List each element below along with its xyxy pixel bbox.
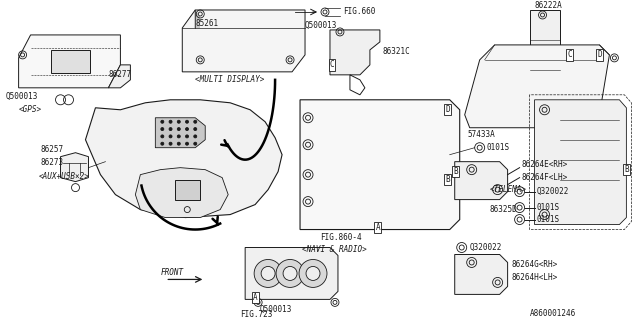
Polygon shape	[455, 162, 508, 200]
Text: <GPS>: <GPS>	[19, 105, 42, 114]
Circle shape	[194, 128, 196, 131]
Polygon shape	[136, 168, 228, 218]
Text: 0101S: 0101S	[486, 143, 510, 152]
Circle shape	[177, 120, 180, 123]
Circle shape	[283, 267, 297, 280]
Text: 86325D: 86325D	[490, 205, 517, 214]
Text: A: A	[253, 293, 257, 302]
Text: A860001246: A860001246	[529, 309, 576, 318]
Text: 0101S: 0101S	[536, 215, 560, 224]
Circle shape	[161, 142, 164, 145]
Text: C: C	[567, 50, 572, 60]
Polygon shape	[529, 10, 559, 90]
Circle shape	[169, 120, 172, 123]
Text: C: C	[330, 60, 334, 69]
Polygon shape	[330, 30, 380, 75]
Text: Q500013: Q500013	[305, 21, 337, 30]
Text: Q500013: Q500013	[6, 92, 38, 101]
Text: <MULTI DISPLAY>: <MULTI DISPLAY>	[195, 75, 264, 84]
Polygon shape	[86, 100, 282, 218]
Circle shape	[169, 142, 172, 145]
Text: 86257: 86257	[40, 145, 64, 154]
Polygon shape	[465, 45, 609, 128]
Text: <AUX+USB×2>: <AUX+USB×2>	[38, 172, 90, 181]
Circle shape	[186, 142, 189, 145]
Circle shape	[261, 267, 275, 280]
Text: 86321C: 86321C	[383, 47, 411, 56]
Circle shape	[161, 135, 164, 138]
Polygon shape	[156, 118, 205, 148]
Polygon shape	[108, 65, 131, 88]
Circle shape	[177, 142, 180, 145]
Circle shape	[169, 128, 172, 131]
Polygon shape	[175, 180, 200, 200]
Circle shape	[194, 142, 196, 145]
Polygon shape	[61, 153, 88, 182]
Circle shape	[186, 120, 189, 123]
Text: FIG.723: FIG.723	[240, 310, 273, 319]
Circle shape	[194, 135, 196, 138]
Text: D: D	[445, 105, 450, 114]
Text: A: A	[376, 223, 380, 232]
Circle shape	[299, 260, 327, 287]
Circle shape	[254, 260, 282, 287]
Polygon shape	[534, 100, 627, 225]
Text: 86277: 86277	[108, 70, 132, 79]
Text: 86264G<RH>: 86264G<RH>	[511, 260, 558, 269]
Text: Q500013: Q500013	[260, 305, 292, 314]
Circle shape	[177, 128, 180, 131]
Circle shape	[161, 120, 164, 123]
Text: D: D	[597, 50, 602, 60]
Text: 0101S: 0101S	[536, 203, 560, 212]
Text: 86264H<LH>: 86264H<LH>	[511, 273, 558, 282]
Text: <TELEMA>: <TELEMA>	[490, 185, 527, 194]
Polygon shape	[455, 254, 508, 294]
Text: FIG.860-4: FIG.860-4	[320, 233, 362, 242]
Circle shape	[194, 120, 196, 123]
Text: B: B	[445, 175, 450, 184]
Text: <NAVI & RADIO>: <NAVI & RADIO>	[302, 245, 367, 254]
Circle shape	[276, 260, 304, 287]
Text: B: B	[453, 167, 458, 176]
Polygon shape	[19, 35, 120, 88]
Polygon shape	[51, 50, 90, 73]
Text: FRONT: FRONT	[161, 268, 184, 277]
Polygon shape	[182, 10, 305, 72]
Polygon shape	[245, 247, 338, 300]
Text: 86273: 86273	[40, 158, 64, 167]
Circle shape	[169, 135, 172, 138]
Text: Q320022: Q320022	[536, 187, 569, 196]
Text: 85261: 85261	[195, 20, 218, 28]
Text: Q320022: Q320022	[470, 243, 502, 252]
Text: 86222A: 86222A	[534, 2, 563, 11]
Text: FIG.660: FIG.660	[343, 7, 375, 16]
Circle shape	[306, 267, 320, 280]
Text: 86264F<LH>: 86264F<LH>	[522, 173, 568, 182]
Circle shape	[177, 135, 180, 138]
Text: 86264E<RH>: 86264E<RH>	[522, 160, 568, 169]
Text: 57433A: 57433A	[468, 130, 495, 139]
Circle shape	[186, 135, 189, 138]
Circle shape	[161, 128, 164, 131]
Polygon shape	[300, 100, 460, 229]
Text: B: B	[624, 165, 628, 174]
Circle shape	[186, 128, 189, 131]
